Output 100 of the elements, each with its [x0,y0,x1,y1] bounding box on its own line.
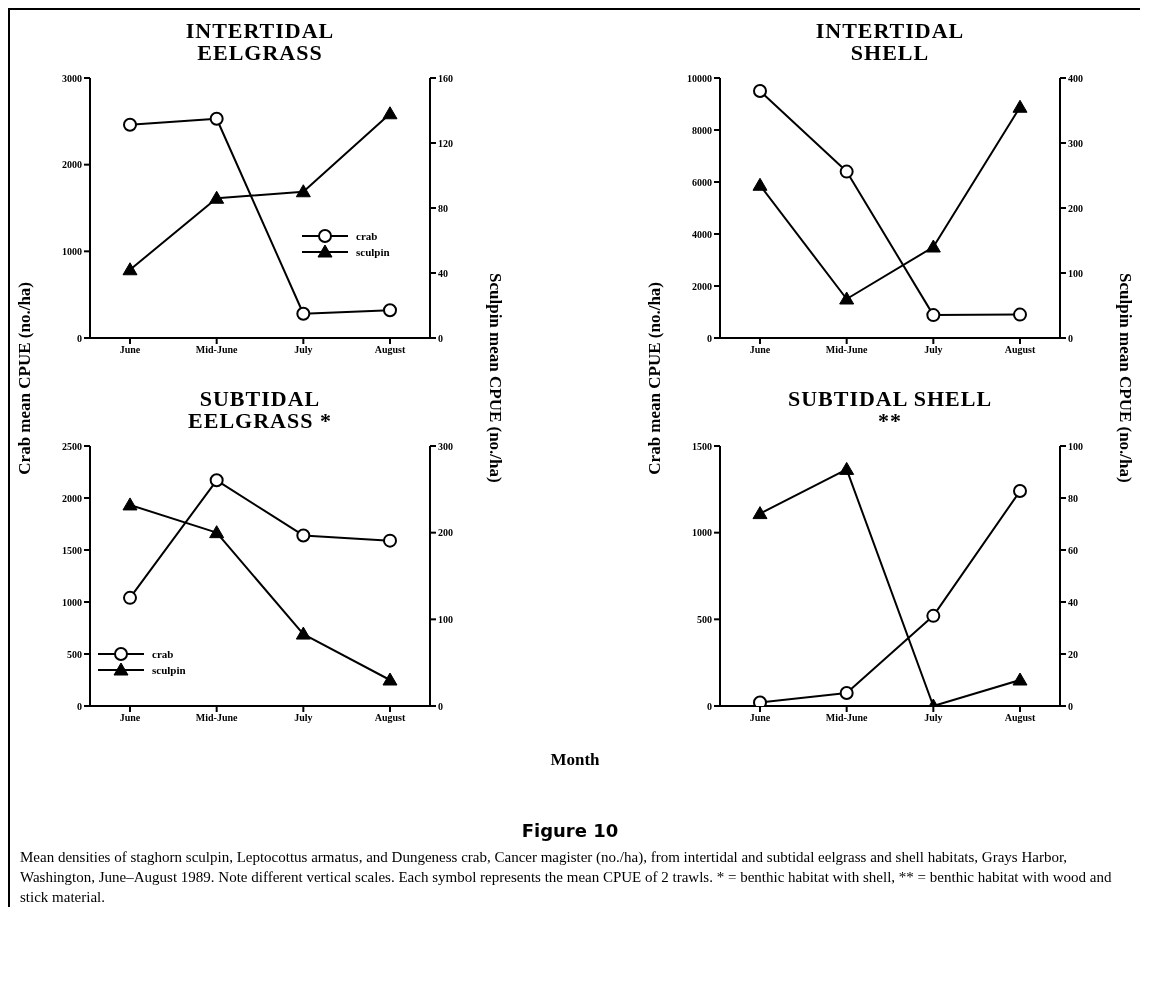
y-axis-title: Crab mean CPUE (no./ha) [15,281,35,475]
text: Mean densities of staghorn sculpin, Leptocottus armatus, and Dungeness crab, Cancer magister (no./ha), from intertidal and subtidal eelgrass and shell habitats, Grays Harbor, Washington, June–August 1989. Note different vertical scales. Each symbol represents the mean CPUE of 2 trawls. * = benthic habitat with shell, ** = benthic habitat with wood and stick material. [20,848,1113,907]
caption: Figure 10 [520,820,620,841]
chart-title: INTERTIDAL EELGRASS [184,18,336,67]
point [753,695,767,706]
y-tick-label: 1000 [62,596,82,608]
chart-title: INTERTIDAL SHELL [814,18,966,67]
y-tick-label: 0 [77,700,82,712]
y-tick-label: 2500 [62,440,82,452]
point [296,306,311,321]
x-tick-label: July [924,344,943,356]
y-tick-label: 1500 [62,544,82,556]
point [839,686,854,700]
point [122,497,138,511]
point [383,533,397,548]
point [839,164,854,179]
y2-tick-label: 40 [438,267,448,279]
chart-title: SUBTIDAL EELGRASS * [187,386,333,435]
y2-axis-title: Sculpin mean CPUE (no./ha) [1115,273,1135,483]
y-tick-label: 0 [707,700,712,712]
x-tick-label: Mid-June [825,712,869,724]
y-axis-title: Crab mean CPUE (no./ha) [645,281,665,475]
point [383,303,397,318]
x-tick-label: August [374,712,406,724]
point [752,177,768,191]
y2-tick-label: 100 [438,613,453,625]
y-tick-label: 4000 [692,228,712,240]
x-tick-label: Mid-June [195,712,239,724]
legend-label: crab [152,648,174,660]
y2-tick-label: 0 [438,332,443,344]
x-tick-label: Mid-June [825,344,869,356]
y2-axis-title: Sculpin mean CPUE (no./ha) [485,273,505,483]
y2-tick-label: 60 [1068,544,1078,556]
y2-tick-label: 200 [438,527,453,539]
x-axis-title: Month [549,750,601,770]
point [925,239,941,253]
y2-tick-label: 300 [438,440,453,452]
y2-tick-label: 0 [1068,700,1073,712]
legend-label: crab [356,230,378,242]
point [752,506,768,520]
point [1012,672,1028,686]
y2-tick-label: 200 [1068,202,1083,214]
legend-label: sculpin [356,246,390,258]
point [1013,484,1027,499]
point [839,291,855,305]
x-tick-label: July [924,712,943,724]
point [209,190,225,204]
point [1012,99,1028,113]
point [296,528,311,543]
y2-tick-label: 160 [438,72,453,84]
y-tick-label: 2000 [692,280,712,292]
y2-tick-label: 300 [1068,137,1083,149]
point [295,626,311,640]
x-tick-label: June [749,344,771,356]
y2-tick-label: 400 [1068,72,1083,84]
y-tick-label: 0 [707,332,712,344]
y-tick-label: 1000 [692,527,712,539]
y2-tick-label: 80 [1068,492,1078,504]
point [1013,307,1027,322]
x-tick-label: June [749,712,771,724]
x-tick-label: August [1004,712,1036,724]
point [753,84,767,98]
y-tick-label: 10000 [687,72,712,84]
y-tick-label: 2000 [62,492,82,504]
y2-tick-label: 0 [1068,332,1073,344]
legend-label: sculpin [152,664,186,676]
y-tick-label: 500 [67,648,82,660]
y-tick-label: 1000 [62,245,82,257]
x-tick-label: July [294,344,313,356]
x-tick-label: August [1004,344,1036,356]
point [209,111,224,126]
y2-tick-label: 100 [1068,267,1083,279]
y-tick-label: 500 [697,613,712,625]
point [123,590,137,605]
point [382,672,398,686]
point [122,262,138,276]
y2-tick-label: 0 [438,700,443,712]
x-tick-label: June [119,712,141,724]
y2-tick-label: 120 [438,137,453,149]
y2-tick-label: 20 [1068,648,1078,660]
y-tick-label: 3000 [62,72,82,84]
y-tick-label: 2000 [62,159,82,171]
y-tick-label: 8000 [692,124,712,136]
x-tick-label: August [374,344,406,356]
point [123,117,137,132]
x-tick-label: Mid-June [195,344,239,356]
y2-tick-label: 100 [1068,440,1083,452]
point [839,461,855,475]
y2-tick-label: 40 [1068,596,1078,608]
point [382,106,398,120]
point [209,525,225,539]
point [209,473,224,488]
y-tick-label: 6000 [692,176,712,188]
y-tick-label: 1500 [692,440,712,452]
point [295,184,311,198]
point [926,308,941,323]
x-tick-label: July [294,712,313,724]
x-tick-label: June [119,344,141,356]
chart-title: SUBTIDAL SHELL ** [786,386,994,435]
y-tick-label: 0 [77,332,82,344]
